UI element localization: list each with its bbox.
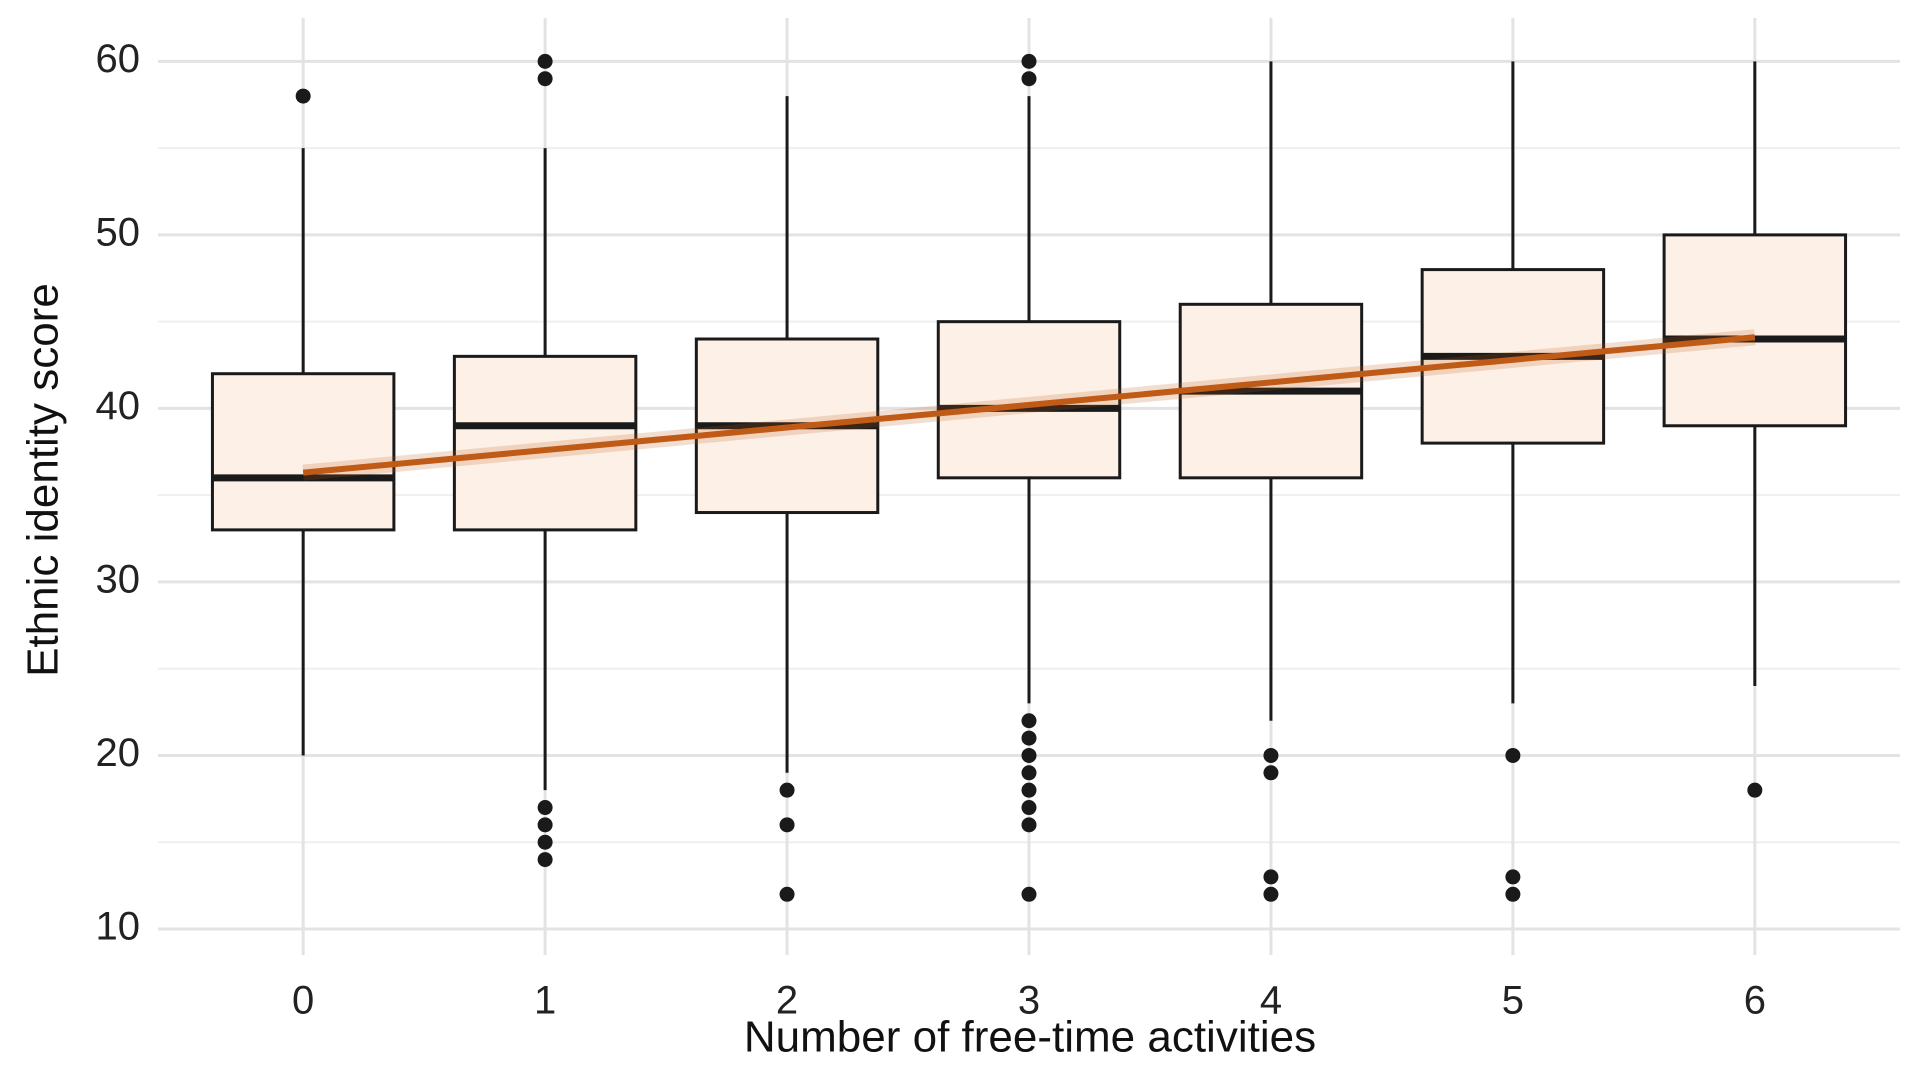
x-tick-label: 0	[292, 979, 314, 1023]
outlier	[537, 71, 553, 87]
y-tick-label: 50	[96, 210, 141, 254]
box	[1662, 233, 1848, 428]
outlier	[295, 88, 311, 104]
outlier	[537, 53, 553, 69]
y-tick-label: 60	[96, 37, 141, 81]
outlier	[1021, 886, 1037, 902]
outlier	[1505, 869, 1521, 885]
x-tick-label: 5	[1502, 979, 1524, 1023]
outlier	[1747, 782, 1763, 798]
outlier	[1021, 730, 1037, 746]
x-tick-label: 4	[1260, 979, 1282, 1023]
outlier	[537, 834, 553, 850]
x-tick-label: 3	[1018, 979, 1040, 1023]
y-tick-label: 20	[96, 731, 141, 775]
x-axis-label: Number of free-time activities	[744, 1013, 1316, 1062]
outlier	[1263, 886, 1279, 902]
x-tick-label: 1	[534, 979, 556, 1023]
outlier	[1263, 869, 1279, 885]
outlier	[537, 800, 553, 816]
outlier	[1021, 800, 1037, 816]
outlier	[1021, 53, 1037, 69]
outlier	[1263, 765, 1279, 781]
outlier	[779, 782, 795, 798]
y-tick-label: 30	[96, 557, 141, 601]
outlier	[779, 886, 795, 902]
outlier	[1505, 886, 1521, 902]
x-tick-label: 2	[776, 979, 798, 1023]
y-axis-label: Ethnic identity score	[19, 283, 68, 677]
y-tick-label: 10	[96, 905, 141, 949]
box	[210, 372, 396, 532]
outlier	[1021, 71, 1037, 87]
outlier	[1263, 747, 1279, 763]
y-tick-label: 40	[96, 384, 141, 428]
outlier	[779, 817, 795, 833]
outlier	[1021, 765, 1037, 781]
outlier	[537, 852, 553, 868]
trend-line	[302, 334, 1756, 476]
x-tick-label: 6	[1744, 979, 1766, 1023]
outlier	[1505, 747, 1521, 763]
outlier	[1021, 747, 1037, 763]
outlier	[1021, 817, 1037, 833]
outlier	[537, 817, 553, 833]
outlier	[1021, 782, 1037, 798]
outlier	[1021, 713, 1037, 729]
